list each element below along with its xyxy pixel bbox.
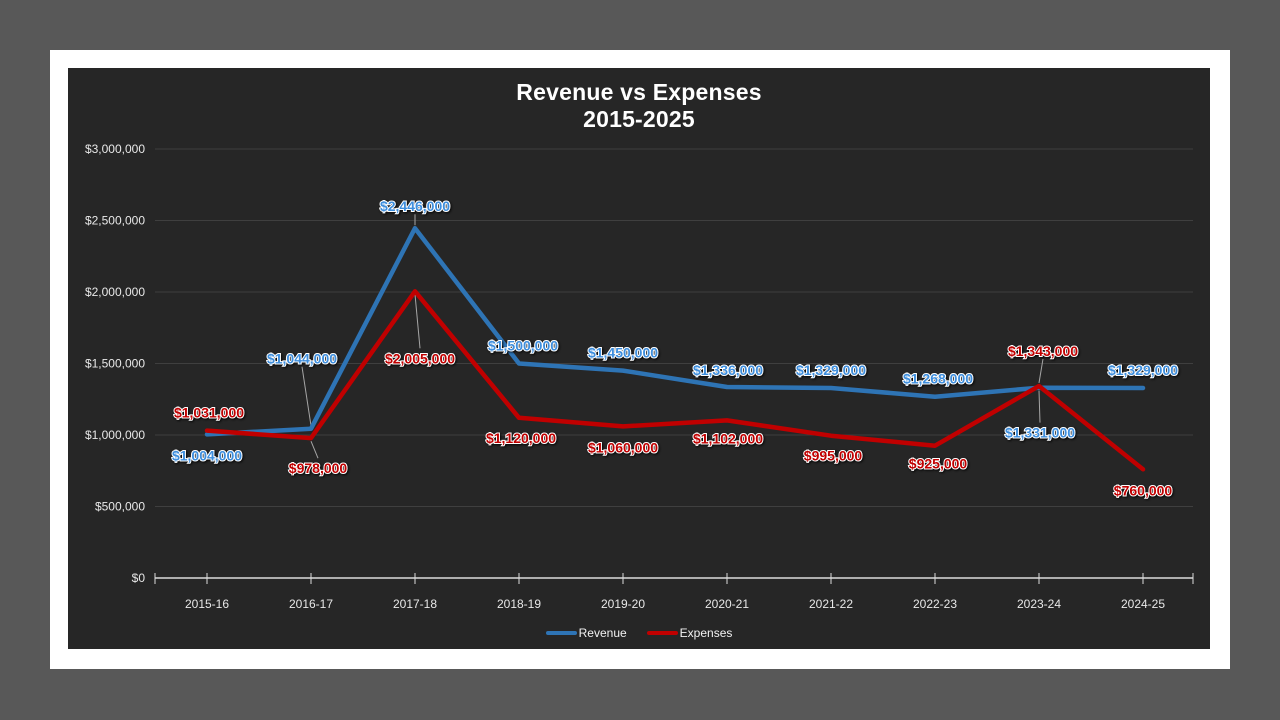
y-axis-tick-label: $1,500,000	[85, 357, 145, 371]
x-axis-tick-label: 2018-19	[497, 597, 541, 611]
x-axis-tick-label: 2022-23	[913, 597, 957, 611]
expenses-data-label: $1,031,000	[174, 405, 244, 421]
expenses-data-label: $995,000	[804, 448, 863, 464]
x-axis-tick-label: 2019-20	[601, 597, 645, 611]
revenue-data-label: $1,331,000	[1005, 425, 1075, 441]
chart-title-line1: Revenue vs Expenses	[516, 79, 762, 105]
x-axis-tick-label: 2024-25	[1121, 597, 1165, 611]
y-axis-tick-label: $2,000,000	[85, 285, 145, 299]
revenue-data-label: $1,450,000	[588, 345, 658, 361]
chart-legend: Revenue Expenses	[68, 626, 1210, 640]
expenses-data-label: $1,102,000	[693, 430, 763, 446]
expenses-data-label: $925,000	[909, 456, 968, 472]
expenses-line-swatch-icon	[646, 630, 678, 636]
expenses-data-label: $760,000	[1114, 482, 1173, 498]
y-axis-tick-label: $1,000,000	[85, 428, 145, 442]
label-leader-line	[414, 294, 421, 349]
chart-area: Revenue vs Expenses 2015-2025 $0 $500,000…	[68, 68, 1210, 649]
x-axis-tick-label: 2021-22	[809, 597, 853, 611]
revenue-line	[204, 225, 1146, 437]
legend-label-revenue: Revenue	[578, 626, 627, 640]
x-axis-tick-label: 2016-17	[289, 597, 333, 611]
chart-title: Revenue vs Expenses 2015-2025	[68, 79, 1210, 133]
revenue-data-label: $1,004,000	[172, 447, 242, 463]
expenses-data-label: $1,120,000	[486, 430, 556, 446]
y-axis-tick-label: $0	[132, 571, 146, 585]
revenue-data-label: $2,446,000	[380, 198, 450, 214]
x-axis-tick-label: 2020-21	[705, 597, 749, 611]
label-leader-line	[310, 440, 319, 459]
chart-title-line2: 2015-2025	[583, 106, 695, 132]
expenses-data-label: $1,343,000	[1008, 343, 1078, 359]
legend-item-revenue: Revenue	[545, 626, 627, 640]
presentation-slide: Revenue vs Expenses 2015-2025 $0 $500,000…	[50, 50, 1230, 669]
revenue-line-swatch-icon	[545, 630, 577, 636]
expenses-data-label: $2,005,000	[385, 350, 455, 366]
revenue-data-label: $1,329,000	[796, 362, 866, 378]
revenue-data-label: $1,268,000	[903, 371, 973, 387]
y-axis-tick-label: $3,000,000	[85, 142, 145, 156]
legend-label-expenses: Expenses	[679, 626, 733, 640]
label-leader-line	[301, 366, 312, 426]
revenue-data-label: $1,336,000	[693, 362, 763, 378]
label-leader-line	[1038, 390, 1041, 423]
y-axis-tick-label: $500,000	[95, 500, 145, 514]
revenue-data-label: $1,500,000	[488, 338, 558, 354]
legend-item-expenses: Expenses	[646, 626, 733, 640]
revenue-data-label: $1,329,000	[1108, 362, 1178, 378]
revenue-data-label: $1,044,000	[267, 351, 337, 367]
x-axis-tick-label: 2017-18	[393, 597, 437, 611]
expenses-line	[204, 289, 1146, 472]
x-axis-tick-label: 2023-24	[1017, 597, 1061, 611]
y-axis-tick-label: $2,500,000	[85, 214, 145, 228]
expenses-data-label: $978,000	[289, 460, 348, 476]
label-leader-line	[1038, 358, 1044, 384]
x-axis-tick-label: 2015-16	[185, 597, 229, 611]
expenses-data-label: $1,060,000	[588, 439, 658, 455]
line-chart-plot: $0 $500,000 $1,000,000 $1,500,000 $2,000,000…	[85, 142, 1194, 611]
